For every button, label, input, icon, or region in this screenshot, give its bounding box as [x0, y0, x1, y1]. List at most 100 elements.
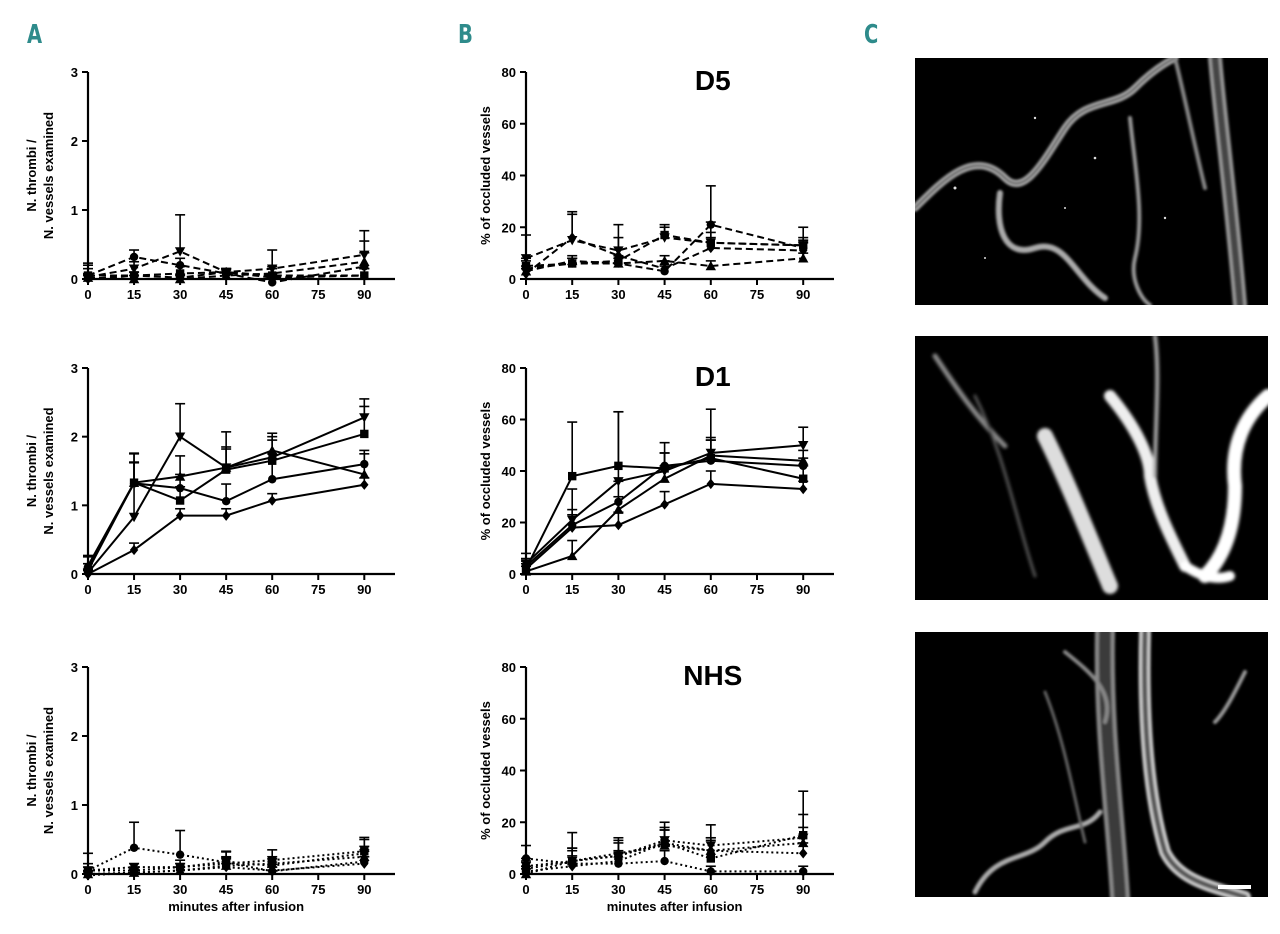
y-tick-label: 0 — [509, 567, 516, 582]
series-circle — [521, 844, 809, 876]
data-point — [521, 866, 531, 877]
x-tick-label: 30 — [173, 287, 187, 302]
data-point — [614, 855, 623, 867]
data-point — [129, 867, 139, 878]
data-point — [267, 453, 278, 463]
series-diamond — [83, 266, 370, 285]
series-line — [525, 857, 804, 873]
series-line — [87, 250, 365, 278]
x-tick-label: 60 — [704, 287, 718, 302]
series-line — [87, 483, 365, 575]
series-line — [87, 862, 365, 877]
series-line — [87, 852, 365, 872]
data-point — [129, 270, 139, 281]
data-point — [268, 865, 277, 876]
y-tick-label: 3 — [71, 660, 78, 675]
y-tick-label: 2 — [71, 729, 78, 744]
scale-bar — [1218, 885, 1251, 889]
x-tick-label: 75 — [311, 882, 325, 897]
data-point — [613, 258, 624, 268]
x-tick-label: 45 — [657, 582, 671, 597]
x-axis-label: minutes after infusion — [168, 899, 304, 914]
data-point — [268, 495, 277, 506]
data-point — [268, 272, 277, 283]
data-point — [175, 865, 185, 876]
y-tick-label: 2 — [71, 134, 78, 149]
series-diamond — [521, 470, 809, 575]
y-tick-label: 0 — [509, 272, 516, 287]
x-tick-label: 15 — [127, 882, 141, 897]
data-point — [128, 512, 140, 523]
data-point — [659, 473, 670, 483]
data-point — [83, 870, 93, 881]
data-point — [705, 448, 716, 459]
data-point — [521, 268, 531, 280]
data-point — [799, 245, 808, 256]
chart-b3: 0 15 30 45 60 75 90 0 20 40 60 80 % of occluded vess… — [478, 660, 834, 914]
x-tick-label: 75 — [750, 582, 764, 597]
x-tick-label: 45 — [657, 882, 671, 897]
series-line — [88, 850, 365, 872]
data-point — [659, 466, 670, 477]
chart-title: NHS — [683, 660, 742, 691]
data-point — [221, 861, 231, 873]
x-tick-label: 90 — [796, 287, 810, 302]
data-point — [175, 510, 185, 521]
y-tick-label: 1 — [71, 203, 78, 218]
data-point — [567, 255, 578, 266]
y-axis-label: % of occluded vessels — [478, 402, 493, 541]
data-point — [613, 477, 624, 487]
data-point — [568, 471, 577, 481]
x-tick-label: 30 — [611, 287, 625, 302]
data-point — [660, 263, 669, 274]
data-point — [706, 854, 715, 863]
x-tick-label: 90 — [357, 582, 371, 597]
x-tick-label: 15 — [127, 287, 141, 302]
x-tick-label: 15 — [127, 582, 141, 597]
series-line — [87, 416, 365, 574]
data-point — [82, 560, 94, 570]
y-tick-label: 40 — [502, 464, 516, 479]
series-line — [87, 271, 365, 280]
chart-b1: 0 15 30 45 60 75 90 0 20 40 60 80 % of occluded vess… — [478, 65, 834, 302]
data-point — [706, 845, 715, 856]
y-axis-label-line: N. thrombi / — [24, 734, 39, 807]
data-point — [799, 483, 808, 495]
data-point — [83, 273, 93, 285]
data-point — [359, 849, 370, 859]
y-tick-label: 1 — [71, 498, 78, 513]
y-tick-label: 0 — [509, 867, 516, 882]
y-tick-label: 3 — [71, 361, 78, 376]
x-tick-label: 45 — [219, 287, 233, 302]
x-tick-label: 30 — [611, 582, 625, 597]
data-point — [798, 455, 809, 465]
data-point — [799, 474, 808, 483]
x-tick-label: 75 — [750, 287, 764, 302]
data-point — [175, 850, 185, 859]
data-point — [798, 833, 809, 843]
y-tick-label: 60 — [502, 712, 516, 727]
series-line — [87, 449, 365, 567]
data-point — [174, 247, 186, 257]
data-point — [129, 544, 139, 556]
y-axis-label: N. thrombi / N. vessels examined — [24, 407, 56, 534]
y-tick-label: 40 — [502, 764, 516, 779]
data-point — [175, 496, 185, 505]
data-point — [799, 867, 808, 876]
chart-a3: 0 15 30 45 60 75 90 0 1 2 3 N. thrombi / N. vessels … — [24, 660, 395, 914]
series-inverted-triangle — [82, 398, 370, 578]
y-axis-label-line: N. thrombi / — [24, 435, 39, 508]
x-tick-label: 75 — [311, 582, 325, 597]
x-tick-label: 45 — [219, 882, 233, 897]
series-line — [525, 233, 804, 268]
y-tick-label: 60 — [502, 117, 516, 132]
chart-a2: 0 15 30 45 60 75 90 0 1 2 3 N. thrombi / N. vessels … — [24, 361, 395, 597]
data-point — [174, 471, 186, 481]
data-point — [360, 858, 369, 869]
data-point — [521, 563, 531, 575]
series-line — [525, 482, 804, 570]
chart-b2: 0 15 30 45 60 75 90 0 20 40 60 80 % of occluded vess… — [478, 361, 834, 597]
data-point — [568, 861, 577, 872]
y-axis-label: N. thrombi / N. vessels examined — [24, 707, 56, 834]
